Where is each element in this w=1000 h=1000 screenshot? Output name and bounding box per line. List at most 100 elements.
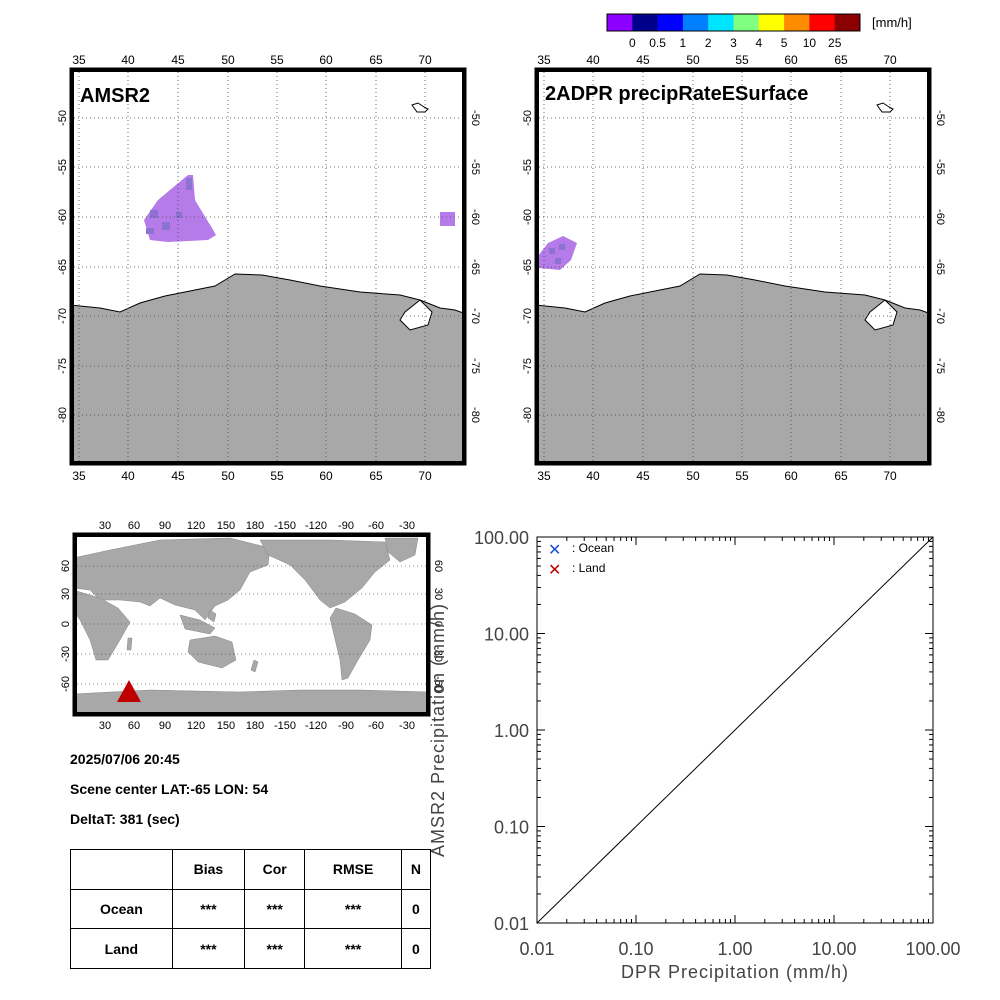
scene-center: Scene center LAT:-65 LON: 54 — [70, 781, 269, 797]
table-header-cell: N — [400, 849, 432, 890]
svg-text:-50: -50 — [522, 110, 534, 126]
lon-ticks-top: 35 40 45 50 55 60 65 70 — [537, 53, 897, 67]
svg-text:65: 65 — [369, 53, 383, 67]
svg-text:-70: -70 — [57, 308, 69, 324]
svg-text:-65: -65 — [522, 259, 534, 275]
map-title: AMSR2 — [80, 85, 150, 107]
scatter-plot: 0.01 0.10 1.00 10.00 100.00 0.01 0.10 1.00 10.00… — [428, 528, 961, 982]
n-cell: 0 — [400, 928, 432, 969]
colorbar-swatch — [607, 14, 633, 31]
table-header-row: Bias Cor RMSE N — [70, 849, 432, 890]
svg-text:-75: -75 — [522, 358, 534, 374]
map-amsr2: AMSR2 35 40 45 50 55 60 65 70 35 40 45 50 55 60… — [57, 53, 481, 483]
svg-text:-60: -60 — [60, 676, 72, 692]
globe-lat-right: 60 30 0 -30 -60 — [432, 560, 444, 692]
svg-text:-60: -60 — [432, 676, 444, 692]
svg-text:60: 60 — [128, 720, 140, 732]
svg-text:55: 55 — [735, 469, 749, 483]
svg-text:40: 40 — [586, 53, 600, 67]
svg-text:150: 150 — [217, 720, 235, 732]
svg-text:70: 70 — [418, 469, 432, 483]
svg-text:180: 180 — [246, 520, 264, 532]
table-row: Ocean *** *** *** 0 — [70, 888, 432, 930]
svg-text:45: 45 — [636, 53, 650, 67]
globe-lat-left: 60 30 0 -30 -60 — [60, 560, 72, 692]
y-tick-label: 100.00 — [474, 528, 529, 548]
svg-text:35: 35 — [537, 53, 551, 67]
lat-ticks-right: -50 -55 -60 -65 -70 -75 -80 — [934, 110, 946, 423]
rain-area — [535, 236, 577, 270]
svg-text:65: 65 — [834, 469, 848, 483]
svg-text:60: 60 — [60, 560, 72, 572]
bias-cell: *** — [171, 928, 246, 969]
svg-text:30: 30 — [99, 720, 111, 732]
globe-map: 30 60 90 120 150 180 -150 -120 -90 -60 -30 30… — [60, 520, 444, 732]
colorbar-tick-label: 0.5 — [649, 36, 666, 50]
rain-area — [144, 175, 455, 242]
scene-location-marker — [117, 680, 141, 702]
svg-text:30: 30 — [99, 520, 111, 532]
colorbar-swatch — [682, 14, 709, 31]
svg-text:50: 50 — [221, 53, 235, 67]
colorbar-tick-label: 10 — [803, 36, 817, 50]
lat-ticks-right: -50 -55 -60 -65 -70 -75 -80 — [469, 110, 481, 423]
svg-text:60: 60 — [319, 469, 333, 483]
svg-text:-30: -30 — [60, 646, 72, 662]
svg-text:90: 90 — [159, 720, 171, 732]
svg-text:60: 60 — [128, 520, 140, 532]
globe-frame-bars — [73, 533, 430, 716]
svg-text:55: 55 — [270, 53, 284, 67]
bias-cell: *** — [171, 888, 246, 930]
stats-table: Bias Cor RMSE N Ocean *** *** *** 0 Land… — [70, 849, 432, 969]
svg-text:-150: -150 — [274, 520, 296, 532]
svg-text:-80: -80 — [934, 407, 946, 423]
svg-text:-60: -60 — [368, 720, 384, 732]
svg-text:-55: -55 — [522, 159, 534, 175]
svg-text:-70: -70 — [522, 308, 534, 324]
rmse-cell: *** — [304, 888, 402, 930]
n-cell: 0 — [400, 888, 432, 930]
lat-ticks-left: -50 -55 -60 -65 -70 -75 -80 — [522, 110, 534, 423]
svg-text:-60: -60 — [368, 520, 384, 532]
colorbar-tick-label: 0 — [629, 36, 636, 50]
table-header-cell: Cor — [244, 849, 306, 890]
globe-lon-bottom: 30 60 90 120 150 180 -150 -120 -90 -60 -30 — [99, 720, 415, 732]
colorbar-unit: [mm/h] — [872, 15, 912, 30]
x-tick-label: 0.01 — [519, 939, 554, 959]
x-tick-label: 10.00 — [811, 939, 856, 959]
colorbar-swatch — [708, 14, 734, 31]
map-dpr: 2ADPR precipRateESurface 35 40 45 50 55 60 … — [522, 53, 946, 483]
svg-text:50: 50 — [686, 469, 700, 483]
colorbar-swatch — [733, 14, 760, 31]
svg-text:-65: -65 — [469, 259, 481, 275]
svg-text:0: 0 — [432, 621, 444, 627]
svg-text:120: 120 — [187, 720, 205, 732]
ocean-marker: ✕ — [548, 542, 561, 559]
colorbar-swatch — [758, 14, 785, 31]
legend-land-label: : Land — [572, 561, 605, 575]
svg-text:-150: -150 — [274, 720, 296, 732]
lon-ticks-bottom: 35 40 45 50 55 60 65 70 — [537, 469, 897, 483]
cor-cell: *** — [244, 888, 306, 930]
svg-text:45: 45 — [171, 53, 185, 67]
land-marker: ✕ — [548, 562, 561, 579]
globe-lon-top: 30 60 90 120 150 180 -150 -120 -90 -60 -30 — [99, 520, 415, 532]
svg-text:-50: -50 — [934, 110, 946, 126]
svg-text:65: 65 — [369, 469, 383, 483]
colorbar-tick-label: 1 — [680, 36, 687, 50]
svg-text:-55: -55 — [934, 159, 946, 175]
svg-text:180: 180 — [246, 720, 264, 732]
svg-text:-60: -60 — [469, 209, 481, 225]
x-axis-label: DPR Precipitation (mm/h) — [621, 962, 849, 982]
svg-text:-50: -50 — [469, 110, 481, 126]
svg-text:-75: -75 — [57, 358, 69, 374]
svg-text:-30: -30 — [399, 720, 415, 732]
lat-ticks-left: -50 -55 -60 -65 -70 -75 -80 — [57, 110, 69, 423]
colorbar-swatch — [632, 14, 658, 31]
table-header-cell — [70, 849, 173, 890]
svg-text:-80: -80 — [469, 407, 481, 423]
one-to-one-line — [536, 536, 934, 924]
svg-text:70: 70 — [883, 53, 897, 67]
x-tick-label: 1.00 — [717, 939, 752, 959]
svg-text:30: 30 — [432, 588, 444, 600]
